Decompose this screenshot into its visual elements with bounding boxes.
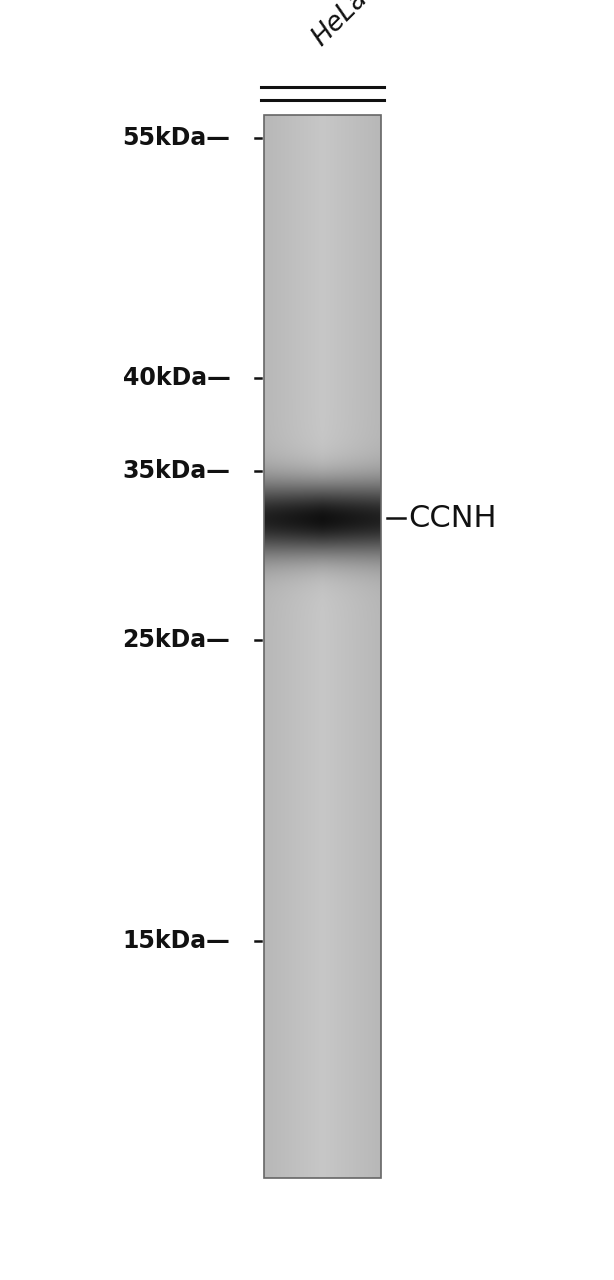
Text: CCNH: CCNH	[408, 504, 497, 532]
Text: 40kDa—: 40kDa—	[123, 366, 230, 389]
Text: 35kDa—: 35kDa—	[122, 460, 230, 483]
Text: HeLa: HeLa	[307, 0, 373, 51]
Text: 55kDa—: 55kDa—	[122, 127, 230, 150]
Text: 25kDa—: 25kDa—	[123, 628, 230, 652]
Bar	[264, 115, 381, 1178]
Text: 15kDa—: 15kDa—	[123, 929, 230, 952]
